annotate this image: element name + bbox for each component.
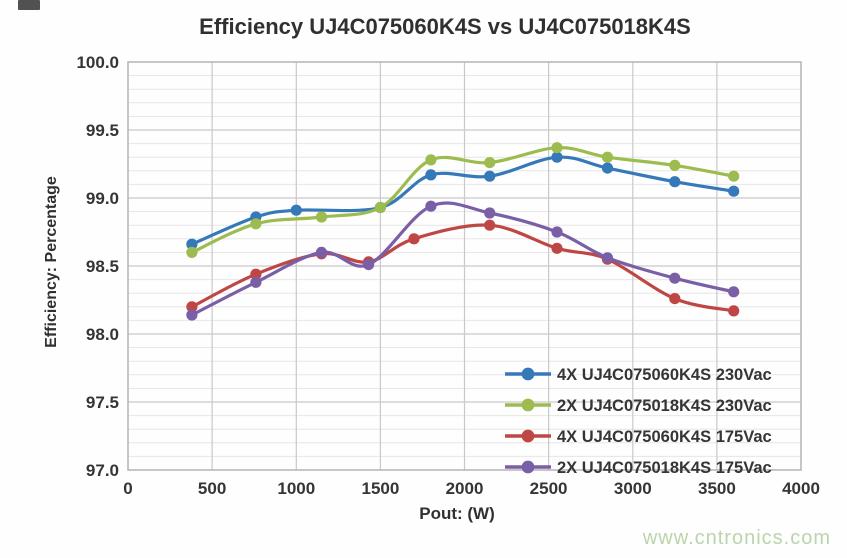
legend-entry: 4X UJ4C075060K4S 230Vac <box>505 366 772 384</box>
data-point <box>186 301 198 313</box>
data-point <box>669 159 681 171</box>
series-markers <box>186 142 740 258</box>
legend: 4X UJ4C075060K4S 230Vac 2X UJ4C075018K4S … <box>505 366 772 477</box>
data-point <box>363 259 375 271</box>
data-point <box>728 170 740 182</box>
data-point <box>425 200 437 212</box>
y-tick-label: 100.0 <box>76 53 119 72</box>
data-point <box>484 157 496 169</box>
series-markers <box>186 151 740 250</box>
series-3 <box>186 219 740 317</box>
data-point <box>290 204 302 216</box>
x-tick-label: 1500 <box>361 479 399 498</box>
x-tick-label: 2000 <box>446 479 484 498</box>
data-point <box>484 219 496 231</box>
data-point <box>484 207 496 219</box>
legend-marker-dot <box>521 429 535 443</box>
series-1 <box>186 151 740 250</box>
data-point <box>601 252 614 264</box>
x-tick-label: 500 <box>198 479 226 498</box>
legend-entry: 2X UJ4C075018K4S 230Vac <box>505 397 772 415</box>
data-point <box>728 305 740 317</box>
data-point <box>601 162 614 174</box>
legend-label: 4X UJ4C075060K4S 230Vac <box>557 366 772 384</box>
x-tick-label: 3500 <box>698 479 736 498</box>
series-4 <box>186 200 740 321</box>
x-tick-label: 0 <box>123 479 132 498</box>
data-point <box>186 309 198 321</box>
y-tick-label: 98.5 <box>86 257 119 276</box>
x-tick-label: 1000 <box>277 479 315 498</box>
chart-title: Efficiency UJ4C075060K4S vs UJ4C075018K4… <box>199 14 691 39</box>
y-tick-label: 99.0 <box>86 189 119 208</box>
x-tick-label: 3000 <box>614 479 652 498</box>
x-axis-title: Pout: (W) <box>419 504 495 523</box>
watermark: www.cntronics.com <box>642 527 831 549</box>
data-point <box>551 151 563 163</box>
y-tick-label: 98.0 <box>86 325 119 344</box>
corner-artifact <box>18 0 40 10</box>
data-point <box>601 151 614 163</box>
legend-marker-dot <box>521 398 535 412</box>
legend-label: 2X UJ4C075018K4S 230Vac <box>557 397 772 415</box>
data-point <box>669 272 681 284</box>
data-point <box>250 218 262 230</box>
data-point <box>315 211 328 223</box>
data-point <box>408 233 420 245</box>
data-point <box>250 268 262 280</box>
data-point <box>425 154 437 166</box>
data-point <box>669 293 681 305</box>
x-tick-labels: 0 500 1000 1500 2000 2500 3000 3500 4000 <box>123 479 820 498</box>
x-tick-label: 4000 <box>782 479 820 498</box>
data-point <box>315 246 328 258</box>
data-point <box>484 170 496 182</box>
data-point <box>374 201 386 214</box>
y-tick-labels: 97.0 97.5 98.0 98.5 99.0 99.5 100.0 <box>76 53 119 480</box>
data-point <box>728 185 740 197</box>
data-point <box>551 142 563 154</box>
data-point <box>250 276 262 288</box>
y-tick-label: 97.5 <box>86 393 119 412</box>
series-line <box>190 223 736 313</box>
legend-marker-dot <box>521 460 535 474</box>
series-markers <box>186 200 740 321</box>
data-point <box>728 286 740 298</box>
data-point <box>186 246 198 258</box>
data-point <box>425 169 437 181</box>
legend-label: 4X UJ4C075060K4S 175Vac <box>557 428 772 446</box>
series-line <box>190 146 736 254</box>
x-tick-label: 2500 <box>530 479 568 498</box>
series-line <box>190 155 736 246</box>
series-line <box>190 201 736 317</box>
plot-border <box>127 61 802 471</box>
y-tick-label: 99.5 <box>86 121 119 140</box>
data-point <box>551 242 563 254</box>
legend-entry: 2X UJ4C075018K4S 175Vac <box>505 459 772 477</box>
y-tick-label: 97.0 <box>86 461 119 480</box>
legend-marker-dot <box>521 367 535 381</box>
legend-entry: 4X UJ4C075060K4S 175Vac <box>505 428 772 446</box>
legend-label: 2X UJ4C075018K4S 175Vac <box>557 459 772 477</box>
series-2 <box>186 142 740 258</box>
data-point <box>669 176 681 188</box>
data-point <box>551 226 563 238</box>
data-point <box>186 238 198 250</box>
